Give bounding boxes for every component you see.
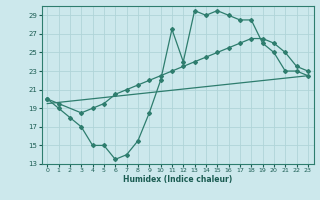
X-axis label: Humidex (Indice chaleur): Humidex (Indice chaleur): [123, 175, 232, 184]
